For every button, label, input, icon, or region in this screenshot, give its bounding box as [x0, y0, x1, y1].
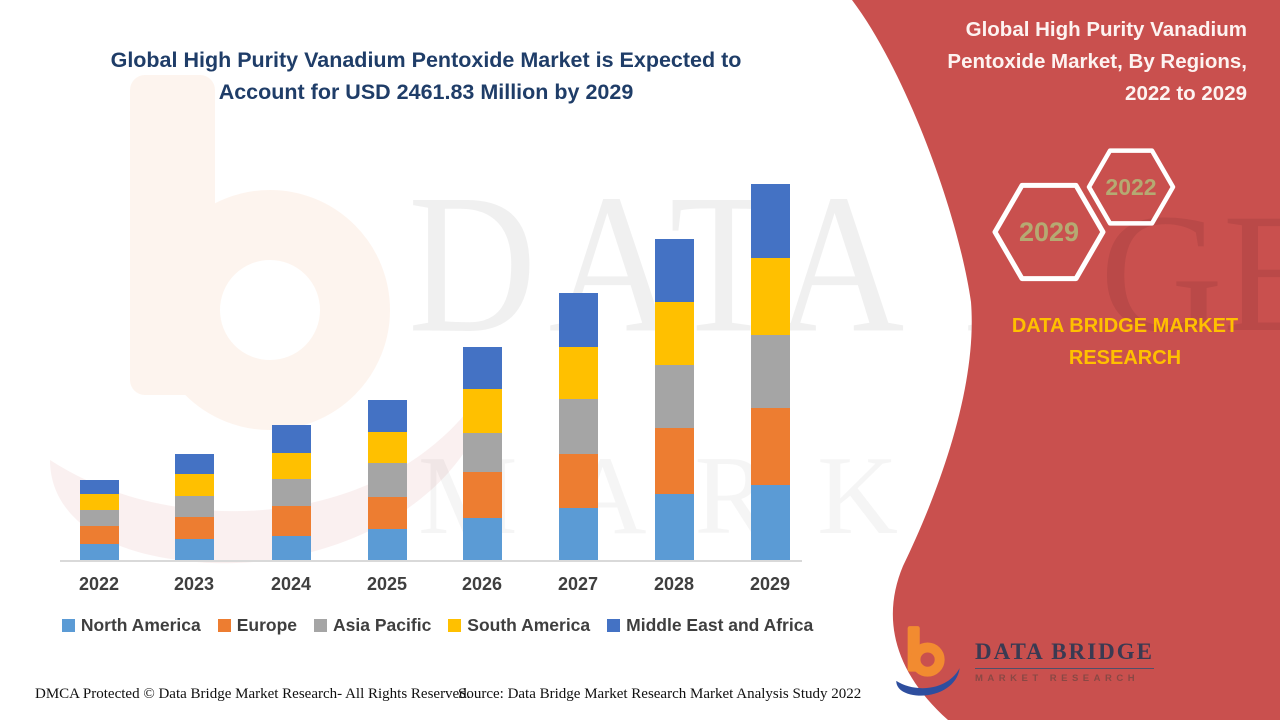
legend-label: North America: [80, 615, 201, 635]
bar-2028-asia-pacific: [654, 365, 694, 428]
brand-text: DATA BRIDGE MARKET RESEARCH: [1011, 315, 1239, 369]
side-panel-title: Global High Purity Vanadium Pentoxide Ma…: [947, 18, 1247, 105]
x-axis-label-2024: 2024: [270, 574, 312, 594]
bar-2028-middle-east-and-africa: [654, 239, 694, 302]
bar-2023-middle-east-and-africa: [174, 454, 214, 474]
bar-2026-middle-east-and-africa: [462, 347, 502, 389]
company-logo-name: DATA BRIDGE: [975, 639, 1154, 669]
bar-2022-south-america: [79, 494, 119, 510]
bar-2028-south-america: [654, 302, 694, 365]
bar-2027-middle-east-and-africa: [558, 293, 598, 347]
x-axis-label-2027: 2027: [557, 574, 599, 594]
hexagon-2022-label: 2022: [1105, 174, 1156, 200]
x-axis-label-2028: 2028: [653, 574, 695, 594]
legend-label: Middle East and Africa: [626, 615, 814, 635]
bar-2027-south-america: [558, 347, 598, 399]
source-note: Source: Data Bridge Market Research Mark…: [458, 686, 862, 702]
legend-swatch: [607, 619, 621, 632]
bar-2027-north-america: [558, 508, 598, 560]
company-logo-subtitle: MARKET RESEARCH: [975, 672, 1140, 684]
page-title: Global High Purity Vanadium Pentoxide Ma…: [110, 48, 742, 105]
bar-2029-north-america: [750, 485, 790, 560]
bar-2022-middle-east-and-africa: [79, 480, 119, 494]
company-logo-text: DATA BRIDGE MARKET RESEARCH: [975, 639, 1154, 684]
dmca-notice: DMCA Protected © Data Bridge Market Rese…: [35, 686, 471, 702]
legend-label: Asia Pacific: [333, 615, 432, 635]
bar-2025-middle-east-and-africa: [367, 400, 407, 432]
legend-label: South America: [467, 615, 591, 635]
hexagon-2029-label: 2029: [1019, 217, 1079, 247]
bar-2026-europe: [462, 472, 502, 518]
bar-2029-europe: [750, 408, 790, 485]
legend-swatch: [61, 619, 75, 632]
bar-2027-europe: [558, 454, 598, 508]
bar-2023-asia-pacific: [174, 496, 214, 517]
bar-2025-asia-pacific: [367, 463, 407, 497]
bar-2024-middle-east-and-africa: [271, 425, 311, 453]
bar-2025-europe: [367, 497, 407, 529]
x-axis-label-2029: 2029: [749, 574, 791, 594]
bar-2023-south-america: [174, 474, 214, 496]
legend-item-north-america: North America: [61, 615, 201, 636]
x-axis-label-2023: 2023: [173, 574, 215, 594]
company-logo-icon: [896, 626, 960, 696]
chart-legend: North America Europe Asia Pacific South Ame…: [50, 615, 825, 636]
company-logo: DATA BRIDGE MARKET RESEARCH: [893, 624, 1154, 698]
legend-item-south-america: South America: [448, 615, 590, 636]
watermark-text-row2: MARKET RESEARCH: [418, 434, 1280, 558]
hexagon-2022: 2022: [1086, 148, 1176, 226]
bar-2022-north-america: [79, 544, 119, 560]
bar-2022-europe: [79, 526, 119, 544]
x-axis-line: [60, 560, 802, 562]
bar-2023-north-america: [174, 539, 214, 560]
legend-swatch: [217, 619, 231, 632]
legend-item-europe: Europe: [217, 615, 298, 636]
legend-item-asia-pacific: Asia Pacific: [314, 615, 431, 636]
hexagon-badges: 2022 2029: [992, 148, 1176, 282]
legend-label: Europe: [236, 615, 298, 635]
x-axis-label-2022: 2022: [78, 574, 120, 594]
legend-swatch: [448, 619, 462, 632]
bar-2026-north-america: [462, 518, 502, 560]
bar-2025-south-america: [367, 432, 407, 463]
bar-2023-europe: [174, 517, 214, 539]
bar-2025-north-america: [367, 529, 407, 560]
bar-2024-europe: [271, 506, 311, 536]
bar-2024-south-america: [271, 453, 311, 479]
bar-2022-asia-pacific: [79, 510, 119, 526]
legend-swatch: [314, 619, 328, 632]
bar-2024-north-america: [271, 536, 311, 560]
bar-2027-asia-pacific: [558, 399, 598, 454]
bar-2029-middle-east-and-africa: [750, 184, 790, 258]
hexagon-2029: 2029: [992, 182, 1106, 282]
bar-2029-south-america: [750, 258, 790, 335]
x-axis-label-2025: 2025: [366, 574, 408, 594]
bar-2028-north-america: [654, 494, 694, 560]
bar-2026-south-america: [462, 389, 502, 433]
bar-2026-asia-pacific: [462, 433, 502, 472]
bar-2029-asia-pacific: [750, 335, 790, 408]
legend-item-middle-east-and-africa: Middle East and Africa: [607, 615, 813, 636]
x-axis-label-2026: 2026: [461, 574, 503, 594]
bar-2028-europe: [654, 428, 694, 494]
bar-2024-asia-pacific: [271, 479, 311, 506]
